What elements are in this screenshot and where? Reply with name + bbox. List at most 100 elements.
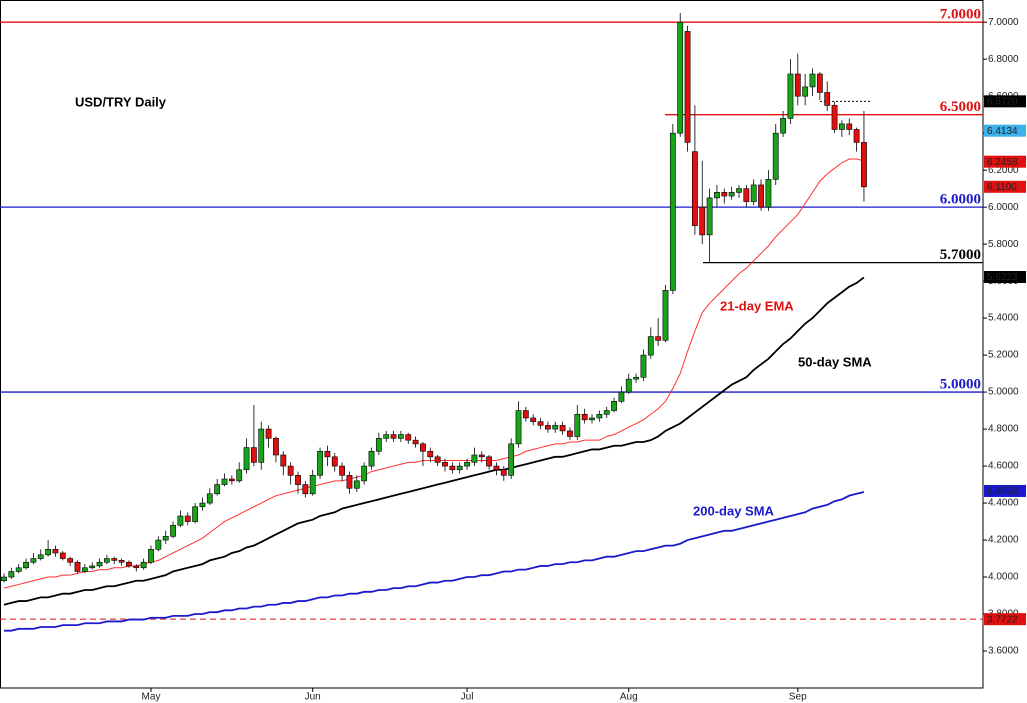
candle-body xyxy=(434,456,441,463)
candle-body xyxy=(126,561,132,567)
candle-body xyxy=(846,123,853,130)
candle-body xyxy=(567,430,573,437)
y-tick-label: 4.6000 xyxy=(988,461,1019,472)
candle-body xyxy=(295,475,301,485)
candle-body xyxy=(390,434,397,439)
candle-body xyxy=(148,548,154,563)
candle-body xyxy=(243,447,250,471)
y-tick-label: 4.2000 xyxy=(988,535,1019,546)
candle-body xyxy=(221,478,228,485)
candle-body xyxy=(162,536,169,541)
candle-body xyxy=(706,197,713,236)
price-tag xyxy=(984,270,1026,283)
candle-body xyxy=(67,558,74,563)
candle-body xyxy=(464,462,470,467)
candle-body xyxy=(662,290,669,341)
y-tick-label: 7.0000 xyxy=(988,17,1019,28)
price-tag-label: 4.4653 xyxy=(987,486,1018,497)
candle-body xyxy=(684,31,691,143)
chart-title: USD/TRY Daily xyxy=(75,94,167,109)
candle-body xyxy=(515,410,522,445)
candle-body xyxy=(581,413,588,421)
candle-body xyxy=(522,410,529,419)
candle-body xyxy=(589,417,595,421)
candle-body xyxy=(405,434,412,441)
candle-body xyxy=(669,132,676,291)
y-tick-label: 4.0000 xyxy=(988,572,1019,583)
y-tick-label: 5.0000 xyxy=(988,387,1019,398)
candle-body xyxy=(317,450,323,476)
candle-body xyxy=(361,465,368,482)
candle-body xyxy=(184,515,191,522)
candle-body xyxy=(89,565,96,569)
y-tick-label: 3.6000 xyxy=(988,646,1019,657)
candle-body xyxy=(758,184,764,208)
candle-body xyxy=(59,552,66,559)
y-tick-label: 4.8000 xyxy=(988,424,1019,435)
candle-body xyxy=(618,391,625,402)
candle-body xyxy=(787,73,794,119)
candle-body xyxy=(133,565,140,569)
candle-body xyxy=(192,506,198,522)
candle-body xyxy=(258,428,265,463)
candle-body xyxy=(699,206,706,236)
candle-body xyxy=(412,439,419,445)
candle-body xyxy=(647,336,654,356)
candle-body xyxy=(375,438,382,452)
candle-body xyxy=(714,192,720,199)
candle-body xyxy=(74,561,81,572)
y-tick-label: 5.2000 xyxy=(988,350,1019,361)
ema-label: 21-day EMA xyxy=(720,298,794,313)
candle-body xyxy=(111,558,118,561)
line-series xyxy=(3,158,865,589)
sma200-label: 200-day SMA xyxy=(693,503,775,518)
candle-body xyxy=(104,558,110,563)
candle-body xyxy=(170,524,176,537)
candle-body xyxy=(420,443,426,452)
candle-body xyxy=(52,548,59,554)
candle-body xyxy=(728,192,735,197)
candle-body xyxy=(493,465,500,471)
price-tag xyxy=(984,180,1026,193)
candle-body xyxy=(596,413,603,419)
candle-body xyxy=(691,151,698,226)
candle-body xyxy=(625,378,632,393)
y-tick-label: 6.8000 xyxy=(988,54,1019,65)
candle-body xyxy=(324,450,331,458)
candle-body xyxy=(743,188,750,202)
x-tick-label: May xyxy=(142,692,161,703)
candle-body xyxy=(228,478,235,482)
candle-body xyxy=(449,465,456,471)
candle-body xyxy=(206,493,213,504)
candle-body xyxy=(802,86,809,97)
candle-body xyxy=(155,539,162,550)
candle-body xyxy=(177,515,184,526)
candle-body xyxy=(794,73,801,97)
price-tag xyxy=(984,95,1026,108)
candle-body xyxy=(486,456,492,467)
candle-body xyxy=(214,484,221,495)
candle-body xyxy=(831,105,838,130)
level-label: 7.0000 xyxy=(940,7,981,23)
candle-body xyxy=(287,465,294,476)
candle-body xyxy=(368,450,375,467)
candle-body xyxy=(45,548,51,556)
candle-body xyxy=(81,567,88,572)
candle-body xyxy=(633,376,639,380)
candle-body xyxy=(251,447,257,463)
candle-body xyxy=(750,184,757,202)
y-tick-label: 5.4000 xyxy=(988,313,1019,324)
candle-body xyxy=(544,425,551,430)
candle-body xyxy=(655,336,662,341)
price-tag-label: 3.7722 xyxy=(987,614,1018,625)
candle-body xyxy=(677,21,684,134)
candle-body xyxy=(603,410,610,415)
candle-body xyxy=(559,425,566,432)
candle-body xyxy=(838,123,845,130)
candle-body xyxy=(37,554,44,559)
y-tick-label: 6.0000 xyxy=(988,202,1019,213)
level-label: 6.0000 xyxy=(940,192,981,208)
candle-body xyxy=(772,132,779,180)
level-label: 6.5000 xyxy=(940,99,981,115)
